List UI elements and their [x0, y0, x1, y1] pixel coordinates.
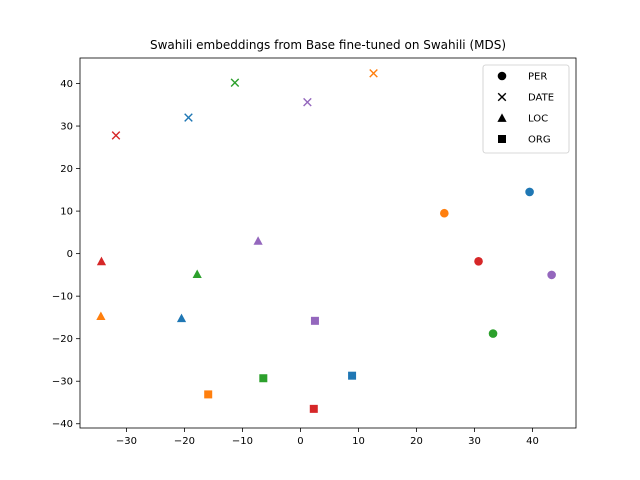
y-tick-label: 40 — [60, 79, 73, 90]
data-point-square — [204, 390, 213, 399]
data-point-circle — [547, 270, 556, 280]
data-point-triangle — [176, 313, 187, 323]
data-point-triangle — [192, 269, 202, 278]
data-point-square — [259, 374, 268, 383]
data-point-x — [303, 97, 312, 107]
y-tick-label: 20 — [60, 164, 73, 175]
data-point-triangle — [96, 256, 107, 266]
x-tick-label: 20 — [410, 436, 423, 447]
data-point-x — [111, 131, 121, 140]
data-point-square — [310, 316, 319, 325]
data-point-x — [230, 78, 240, 87]
legend-marker-circle — [497, 71, 507, 81]
y-tick-label: −10 — [52, 292, 73, 303]
x-tick-label: 10 — [352, 436, 365, 447]
y-tick-label: −20 — [52, 334, 73, 345]
data-point-circle — [474, 256, 483, 266]
legend-label: LOC — [528, 114, 548, 125]
x-tick-label: −30 — [116, 436, 137, 447]
x-tick-label: −20 — [174, 436, 195, 447]
legend: PER DATE LOC ORG — [482, 64, 570, 154]
legend-label: ORG — [528, 135, 551, 146]
data-point-circle — [440, 208, 449, 218]
y-tick-label: 30 — [60, 122, 73, 133]
plot-area: −30 −20 −10 0 10 20 30 40 −40 −30 −20 −10 0 10 20 30 40 — [52, 57, 577, 447]
x-tick-label: 0 — [297, 436, 303, 447]
legend-marker-square — [498, 135, 506, 143]
y-tick-label: 10 — [60, 207, 73, 218]
y-tick-label: 0 — [67, 249, 73, 260]
x-tick-label: −10 — [232, 436, 253, 447]
legend-box — [482, 64, 570, 154]
axes-frame — [79, 57, 577, 429]
data-point-circle — [488, 329, 498, 338]
data-point-square — [309, 404, 318, 413]
chart-title: Swahili embeddings from Base fine-tuned … — [150, 38, 506, 52]
data-point-x — [184, 113, 193, 122]
data-point-triangle — [253, 236, 263, 245]
x-tick-label: 40 — [526, 436, 539, 447]
legend-label: DATE — [528, 93, 554, 104]
legend-label: PER — [528, 72, 547, 83]
legend-marker-x — [497, 92, 507, 102]
data-point-triangle — [96, 311, 106, 321]
y-tick-label: −30 — [52, 377, 73, 388]
data-point-circle — [525, 187, 534, 197]
legend-marker-triangle — [497, 113, 507, 122]
y-tick-label: −40 — [52, 419, 73, 430]
data-point-x — [369, 69, 378, 78]
data-point-square — [348, 371, 357, 380]
x-tick-label: 30 — [468, 436, 481, 447]
